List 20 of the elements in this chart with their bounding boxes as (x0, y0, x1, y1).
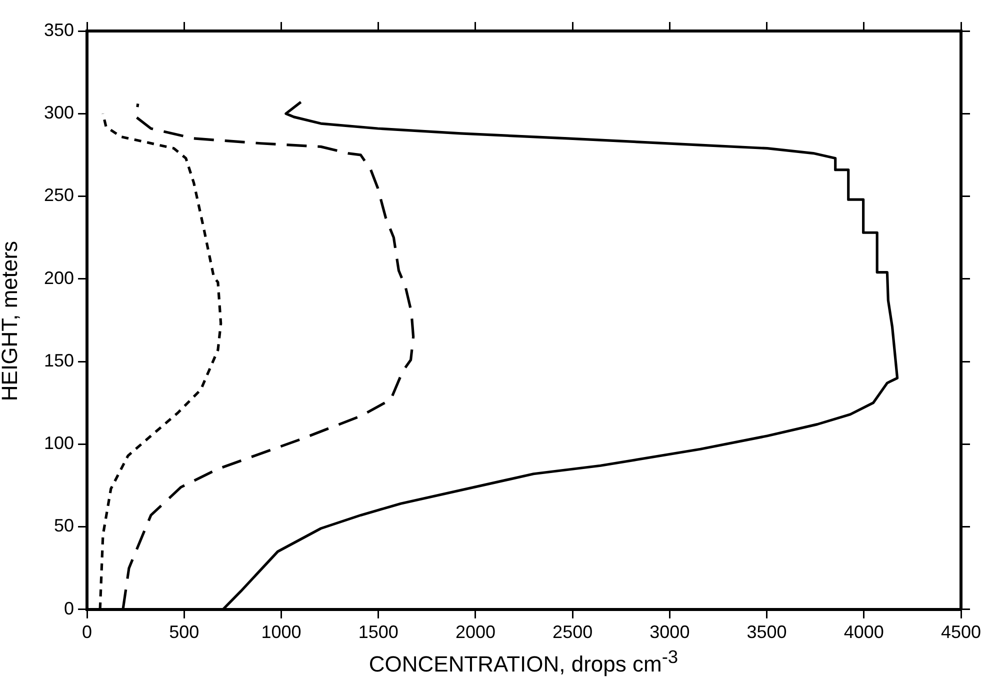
x-tick-label: 1500 (358, 622, 398, 642)
y-tick-label: 250 (44, 185, 74, 206)
x-tick-label: 3000 (650, 622, 690, 642)
x-tick-label: 1000 (261, 622, 302, 642)
y-axis-title: HEIGHT, meters (0, 240, 23, 404)
y-tick-label: 100 (44, 433, 74, 454)
x-tick-label: 4000 (844, 622, 884, 642)
y-tick-label: 350 (44, 20, 74, 40)
y-tick-label: 0 (64, 598, 74, 618)
x-axis-title: CONCENTRATION, drops cm$^{-3}$ (368, 646, 680, 678)
x-tick-label: 3500 (746, 622, 787, 642)
y-tick-label: 300 (44, 102, 74, 123)
x-tick-label: 4500 (940, 622, 982, 642)
x-tick-label: 2500 (552, 622, 593, 642)
x-tick-label: 0 (82, 622, 92, 642)
y-tick-label: 200 (44, 268, 74, 288)
x-tick-label: 500 (169, 622, 200, 642)
y-tick-label: 150 (44, 350, 74, 370)
y-tick-label: 50 (54, 516, 74, 536)
x-tick-label: 2000 (455, 622, 496, 642)
